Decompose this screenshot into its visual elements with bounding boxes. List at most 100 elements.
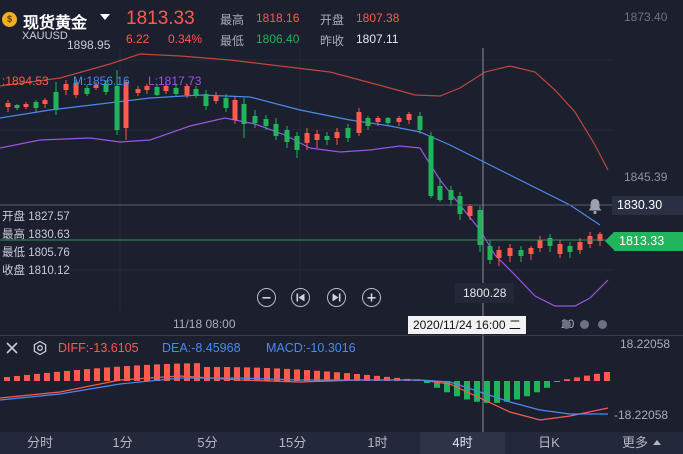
tab-5min[interactable]: 5分 (197, 435, 218, 450)
candle-body (273, 124, 279, 136)
candle-body (537, 240, 543, 248)
bollinger-lines (0, 53, 609, 307)
macd-bar (104, 367, 110, 381)
candle-body (114, 86, 120, 130)
panel-divider (0, 335, 683, 336)
skip-forward-button[interactable] (327, 288, 346, 307)
tab-more[interactable]: 更多 (621, 435, 648, 450)
axis-label-top: 1873.40 (624, 10, 668, 24)
ohlc-open: 开盘 1827.57 (2, 211, 70, 223)
macd-bar (374, 375, 380, 381)
candlestick-chart[interactable] (0, 0, 683, 432)
candle-body (23, 104, 29, 107)
timeframe-tabs: 分时 1分 5分 15分 1时 4时 日K 更多 (0, 432, 683, 454)
macd-bar (494, 381, 500, 403)
zoom-out-button[interactable] (257, 288, 276, 307)
tab-4hour[interactable]: 4时 (420, 432, 505, 454)
candle-body (93, 85, 99, 88)
candle-body (507, 248, 513, 256)
macd-bar (284, 368, 290, 381)
candle-body (103, 84, 109, 92)
candle-body (334, 132, 340, 138)
gold-logo-icon: $ (2, 12, 17, 27)
macd-diff-label: DIFF:-13.6105 (58, 341, 139, 355)
macd-bar (454, 381, 460, 397)
lower-band-line (0, 117, 609, 307)
candle-body (63, 84, 69, 90)
macd-lines (0, 375, 609, 421)
candle-body (163, 86, 169, 91)
candle-body (14, 105, 20, 108)
candle-body (324, 136, 330, 140)
close-icon[interactable] (4, 340, 20, 356)
candle-body (123, 82, 129, 128)
macd-bar (264, 367, 270, 381)
settings-icon[interactable] (32, 340, 48, 356)
macd-bar (584, 375, 590, 381)
candle-body (356, 112, 362, 133)
macd-bar (544, 381, 550, 388)
tab-daily[interactable]: 日K (538, 435, 560, 450)
candle-body (135, 89, 141, 93)
symbol-name[interactable]: 现货黄金 (23, 15, 88, 32)
macd-axis-bottom: -18.22058 (614, 408, 669, 422)
candle-body (487, 246, 493, 260)
bell-icon[interactable] (586, 197, 604, 215)
macd-bar (204, 367, 210, 381)
macd-bar (84, 369, 90, 381)
candle-body (496, 250, 502, 258)
macd-bar (564, 379, 570, 381)
tab-15min[interactable]: 15分 (278, 435, 307, 450)
macd-bar (524, 381, 530, 397)
macd-bar (354, 374, 360, 381)
macd-bar (334, 372, 340, 381)
high-label: 最高 (220, 13, 245, 27)
candle-body (314, 134, 320, 140)
price-change: 6.22 (126, 32, 150, 46)
x-axis-label-1: 11/18 08:00 (173, 317, 236, 331)
candle-body (396, 118, 402, 122)
zoom-in-button[interactable] (362, 288, 381, 307)
macd-axis-top: 18.22058 (620, 337, 671, 351)
macd-bar (74, 370, 80, 381)
candle-body (223, 98, 229, 108)
macd-bar (174, 363, 180, 381)
tab-1min[interactable]: 1分 (112, 435, 133, 450)
tab-time-sharing[interactable]: 分时 (26, 435, 53, 450)
candle-body (406, 114, 412, 120)
macd-bar (54, 371, 60, 381)
macd-bar (244, 367, 250, 381)
candle-body (528, 248, 534, 254)
candle-body (467, 206, 473, 216)
candle-body (385, 118, 391, 123)
current-price: 1813.33 (126, 8, 195, 29)
candle-body (294, 136, 300, 150)
alert-price-tag[interactable]: 1830.30 (612, 196, 683, 215)
macd-bar (324, 371, 330, 381)
chevron-up-icon[interactable] (653, 440, 661, 445)
prev-close-value: 1807.11 (356, 32, 399, 46)
crosshair-price-tooltip: 1800.28 (455, 283, 515, 303)
skip-back-button[interactable] (291, 288, 310, 307)
high-marker: 1898.95 (67, 38, 111, 52)
candles (5, 70, 603, 266)
candle-body (345, 128, 351, 138)
ohlc-close: 收盘 1810.12 (2, 265, 70, 277)
tab-1hour[interactable]: 1时 (367, 435, 388, 450)
dot (580, 320, 589, 329)
crosshair-time-tag: 2020/11/24 16:00 二 (408, 316, 526, 334)
candle-body (144, 86, 150, 90)
macd-bar (234, 367, 240, 381)
low-label: 最低 (220, 34, 245, 48)
macd-bar (184, 363, 190, 381)
pagination-dots (558, 318, 616, 330)
candle-body (597, 234, 603, 241)
macd-bar (314, 370, 320, 381)
macd-bar (194, 363, 200, 381)
candle-body (203, 94, 209, 106)
macd-bar (594, 373, 600, 381)
candle-body (53, 92, 59, 110)
candle-body (42, 100, 48, 104)
candle-body (84, 88, 90, 94)
chevron-down-icon[interactable] (100, 14, 110, 20)
